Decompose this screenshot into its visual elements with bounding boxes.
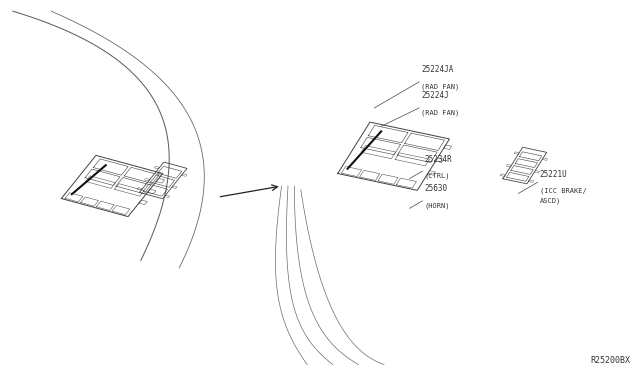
Text: R25200BX: R25200BX (590, 356, 630, 365)
Text: 25234R: 25234R (424, 155, 452, 164)
Text: 25224JA: 25224JA (421, 65, 454, 74)
Text: ASCD): ASCD) (540, 197, 561, 203)
Text: 25630: 25630 (424, 185, 447, 193)
Text: (HORN): (HORN) (424, 203, 450, 209)
Text: (ICC BRAKE/: (ICC BRAKE/ (540, 188, 586, 194)
Text: (RAD FAN): (RAD FAN) (421, 110, 460, 116)
Text: (RAD FAN): (RAD FAN) (421, 84, 460, 90)
Text: 25224J: 25224J (421, 92, 449, 100)
Text: (CTRL): (CTRL) (424, 173, 450, 179)
Text: 25221U: 25221U (540, 170, 567, 179)
